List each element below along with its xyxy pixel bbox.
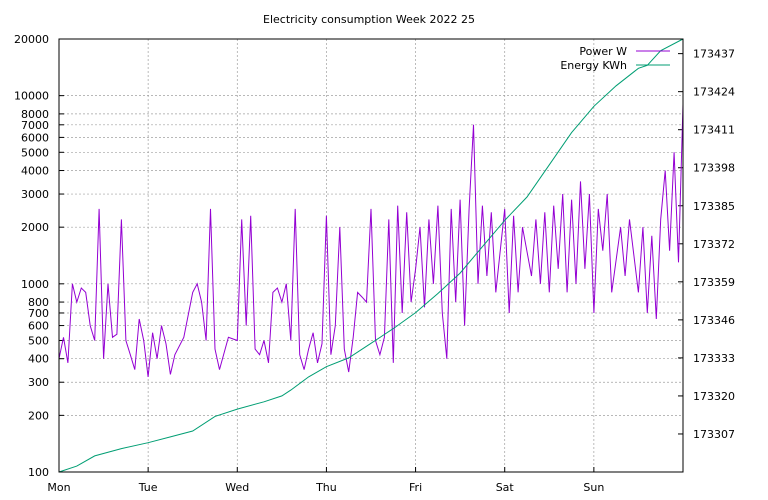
y-tick-label: 600: [28, 320, 49, 333]
y-tick-label: 5000: [21, 146, 49, 159]
y-tick-label: 100: [28, 466, 49, 479]
x-tick-label: Sun: [583, 481, 604, 494]
y2-tick-label: 173437: [693, 48, 735, 61]
y2-tick-label: 173359: [693, 276, 735, 289]
legend-label-energy: Energy KWh: [560, 59, 627, 72]
y-tick-label: 400: [28, 353, 49, 366]
x-tick-label: Wed: [225, 481, 249, 494]
y-tick-label: 7000: [21, 119, 49, 132]
y-tick-label: 20000: [14, 33, 49, 46]
series-lines: [58, 38, 684, 473]
x-tick-label: Mon: [47, 481, 70, 494]
y-tick-label: 500: [28, 334, 49, 347]
y-tick-label: 4000: [21, 165, 49, 178]
x-tick-label: Fri: [409, 481, 422, 494]
y-tick-label: 2000: [21, 221, 49, 234]
x-tick-label: Sat: [496, 481, 515, 494]
y2-tick-label: 173411: [693, 124, 735, 137]
x-tick-label: Thu: [315, 481, 337, 494]
y2-tick-label: 173307: [693, 428, 735, 441]
series-line-power: [58, 104, 684, 377]
y2-tick-label: 173372: [693, 238, 735, 251]
legend-label-power: Power W: [579, 45, 627, 58]
y2-tick-label: 173346: [693, 314, 735, 327]
y-tick-label: 800: [28, 296, 49, 309]
y2-axis-tick-labels: 173307 173320 173333 173346 173359 173372 1733…: [693, 48, 735, 441]
y-tick-label: 10000: [14, 90, 49, 103]
y2-tick-label: 173398: [693, 162, 735, 175]
x-tick-label: Tue: [138, 481, 158, 494]
plot-border: [58, 38, 684, 473]
y-tick-label: 3000: [21, 188, 49, 201]
chart-title: Electricity consumption Week 2022 25: [263, 13, 475, 26]
y-tick-label: 1000: [21, 278, 49, 291]
x-axis-tick-labels: Mon Tue Wed Thu Fri Sat Sun: [47, 481, 604, 494]
y-tick-label: 6000: [21, 131, 49, 144]
y-tick-label: 200: [28, 409, 49, 422]
y2-tick-label: 173424: [693, 86, 735, 99]
y-tick-label: 300: [28, 376, 49, 389]
y-tick-label: 700: [28, 307, 49, 320]
legend: Power W Energy KWh: [560, 45, 670, 72]
y-tick-label: 8000: [21, 108, 49, 121]
series-line-energy: [58, 38, 684, 473]
y2-tick-label: 173320: [693, 390, 735, 403]
y2-tick-label: 173333: [693, 352, 735, 365]
y2-tick-label: 173385: [693, 200, 735, 213]
